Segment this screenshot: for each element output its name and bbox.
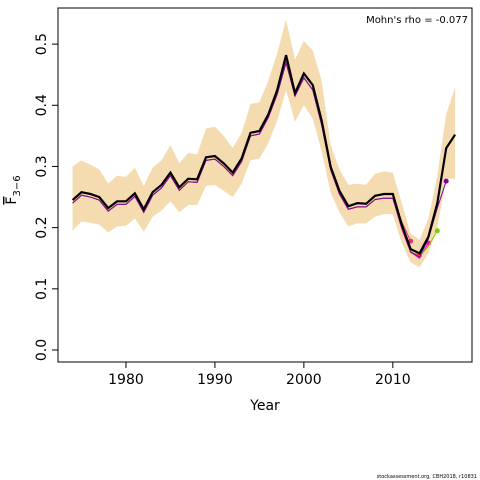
x-tick-label: 2010	[375, 372, 411, 388]
x-tick-label: 1980	[108, 372, 144, 388]
y-tick-label: 0.2	[34, 217, 50, 239]
footer: stockassessment.org, CBH2018, r10831	[377, 474, 477, 480]
series-line	[72, 60, 438, 258]
retro-endpoint	[443, 178, 449, 184]
x-tick-label: 2000	[286, 372, 322, 388]
y-tick-label: 0.5	[34, 33, 50, 55]
mohns-rho: Mohn's rho = -0.077	[366, 15, 468, 26]
confidence-band	[72, 19, 456, 268]
y-tick-label: 0.0	[34, 339, 50, 361]
retro-endpoint	[408, 238, 414, 244]
x-tick-label: 1990	[197, 372, 233, 388]
y-label-main: F	[4, 197, 20, 205]
y-tick-label: 0.3	[34, 155, 50, 177]
retro-endpoint	[434, 228, 440, 234]
y-tick-label: 0.4	[34, 94, 50, 116]
plot-frame	[57, 7, 473, 363]
x-axis-label: Year	[249, 398, 280, 414]
y-tick-label: 0.1	[34, 278, 50, 300]
y-axis-label: F3−6	[4, 175, 23, 204]
series-line	[72, 60, 429, 259]
series-line	[71, 54, 457, 255]
y-label-sub: 3−6	[12, 175, 23, 196]
series-line	[72, 60, 447, 258]
